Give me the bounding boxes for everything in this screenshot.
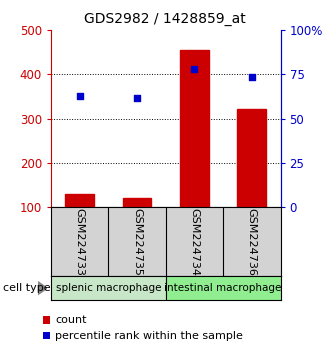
Point: [249, 74, 254, 80]
Text: splenic macrophage: splenic macrophage: [56, 283, 161, 293]
Text: GSM224735: GSM224735: [132, 208, 142, 275]
Bar: [51, 276, 166, 300]
Text: percentile rank within the sample: percentile rank within the sample: [55, 331, 243, 341]
Bar: [166, 276, 280, 300]
Bar: [238, 109, 266, 207]
Point: [77, 93, 82, 99]
Bar: [180, 50, 209, 207]
Text: cell type: cell type: [3, 283, 51, 293]
Bar: [65, 194, 94, 207]
Text: GDS2982 / 1428859_at: GDS2982 / 1428859_at: [84, 12, 246, 27]
Text: GSM224736: GSM224736: [247, 208, 257, 275]
Text: count: count: [55, 315, 86, 325]
Text: GSM224734: GSM224734: [189, 207, 200, 276]
Point: [135, 95, 140, 101]
Point: [192, 66, 197, 72]
Text: GSM224733: GSM224733: [75, 208, 85, 275]
Polygon shape: [38, 282, 47, 295]
Bar: [123, 198, 151, 207]
Text: intestinal macrophage: intestinal macrophage: [164, 283, 282, 293]
